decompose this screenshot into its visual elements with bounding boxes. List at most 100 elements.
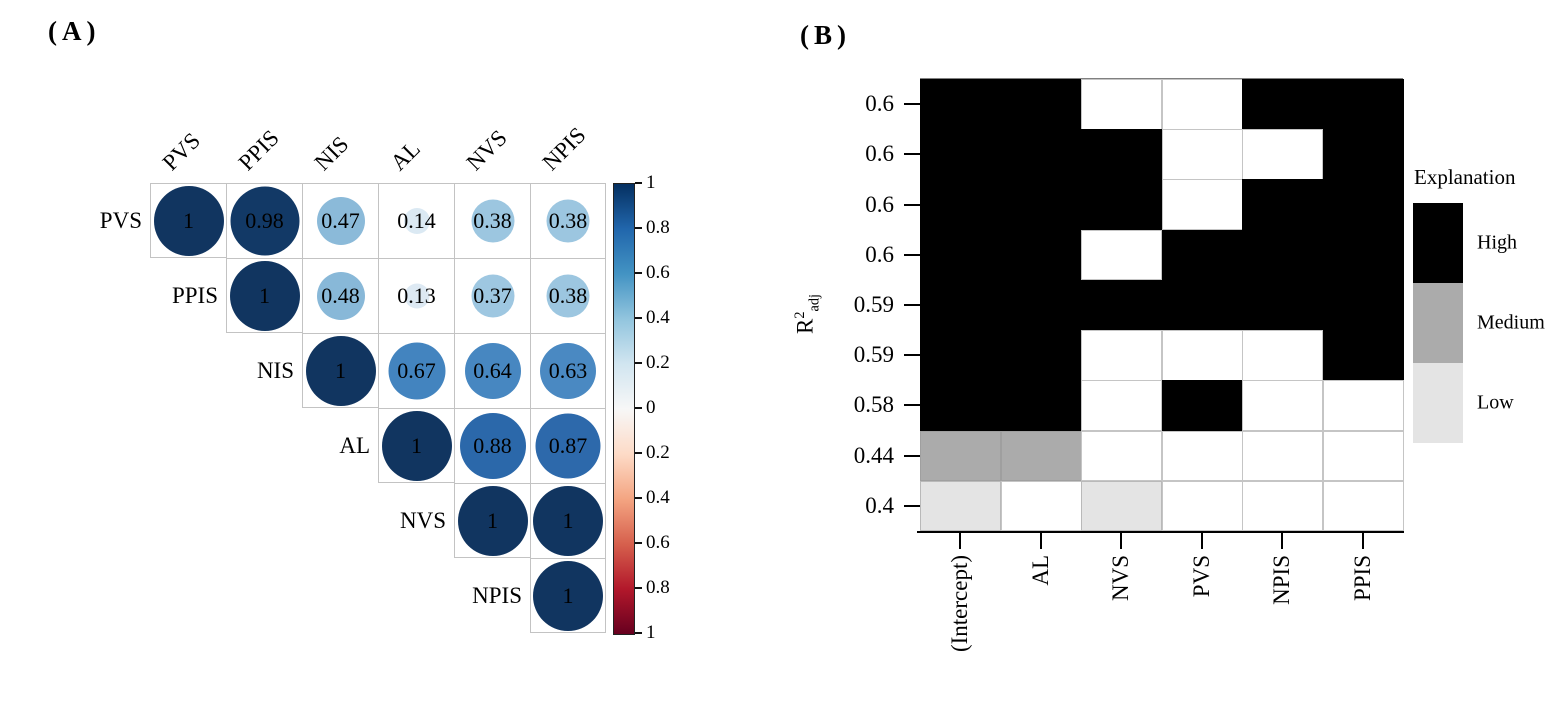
corr-cell-pvs-al: 0.14 xyxy=(378,183,454,258)
colorbar-tick xyxy=(635,587,642,589)
heatmap-cell-8-pvs xyxy=(1161,480,1243,532)
heatmap-cell-2-al xyxy=(1000,179,1082,231)
corr-cell-ppis-ppis: 1 xyxy=(226,258,302,333)
corr-cell-al-nvs: 0.88 xyxy=(454,408,530,483)
y-tick-label: 0.59 xyxy=(853,342,894,368)
heatmap-cell-4-ppis xyxy=(1322,279,1404,331)
corr-circle xyxy=(546,199,590,243)
heatmap-cell-3-npis xyxy=(1242,229,1323,281)
colorbar-gradient xyxy=(613,183,635,635)
corr-cell-pvs-npis: 0.38 xyxy=(530,183,606,258)
corr-value-text: 0.67 xyxy=(397,358,436,383)
heatmap-cell-8-npis xyxy=(1242,480,1323,532)
x-tick xyxy=(1120,533,1123,549)
corr-value-text: 0.14 xyxy=(397,208,436,233)
corr-row-label-ppis: PPIS xyxy=(171,283,218,308)
corr-value-text: 1 xyxy=(183,207,194,233)
heatmap-cell-4-nvs xyxy=(1081,279,1162,331)
x-tick xyxy=(959,533,962,549)
corr-col-label-nis: NIS xyxy=(309,131,354,176)
y-tick xyxy=(904,153,920,156)
legend-label-high: High xyxy=(1477,231,1517,254)
corr-circle xyxy=(316,272,365,320)
panel-b-title: (B) xyxy=(800,20,851,50)
corr-circle xyxy=(471,274,514,318)
corr-value-text: 0.38 xyxy=(548,283,588,308)
corr-value-text: 0.13 xyxy=(397,283,436,308)
heatmap-cell-6-pvs xyxy=(1161,380,1243,432)
colorbar-tick-label: 0.4 xyxy=(646,307,670,328)
heatmap-cell-5-pvs xyxy=(1161,330,1243,381)
corr-value-text: 0.64 xyxy=(473,358,512,383)
y-tick xyxy=(904,454,920,457)
colorbar-tick-label: 0.6 xyxy=(646,532,670,553)
heatmap-cell-6-ppis xyxy=(1322,380,1404,432)
legend-swatch-high xyxy=(1413,203,1463,283)
corr-circle xyxy=(471,199,514,243)
panel-a-title: (A) xyxy=(48,16,101,46)
corr-value-text: 0.88 xyxy=(473,433,512,458)
corr-value-text: 0.87 xyxy=(548,433,588,458)
corr-col-label-al: AL xyxy=(385,135,425,176)
colorbar-tick-label: 0.8 xyxy=(646,577,670,598)
heatmap-cell-5-al xyxy=(1000,330,1082,381)
colorbar-tick xyxy=(635,317,642,319)
heatmap-cell-4-pvs xyxy=(1161,279,1243,331)
corr-value-text: 1 xyxy=(411,432,422,458)
corr-cell-nis-al: 0.67 xyxy=(378,333,454,408)
heatmap-cell-1-npis xyxy=(1242,129,1323,180)
x-label-ppis: PPIS xyxy=(1349,555,1375,602)
corr-cell-ppis-npis: 0.38 xyxy=(530,258,606,333)
corr-row-label-nis: NIS xyxy=(256,358,294,383)
heatmap-cell-2-ppis xyxy=(1322,179,1404,231)
heatmap-cell-3-pvs xyxy=(1161,229,1243,281)
corr-cell-ppis-nis: 0.48 xyxy=(302,258,378,333)
x-tick xyxy=(1039,533,1042,549)
colorbar-tick-label: 0.8 xyxy=(646,217,670,238)
corr-cell-al-npis: 0.87 xyxy=(530,408,606,483)
colorbar-tick xyxy=(635,452,642,454)
colorbar-tick-label: 0.6 xyxy=(646,262,670,283)
heatmap-cell-0-npis xyxy=(1242,79,1323,130)
heatmap-cell-6-al xyxy=(1000,380,1082,432)
corr-circle xyxy=(533,486,603,556)
heatmap-cell-0-ppis xyxy=(1322,79,1404,130)
heatmap-cell-7-nvs xyxy=(1081,430,1162,482)
corr-cell-pvs-pvs: 1 xyxy=(150,183,226,258)
x-label-al: AL xyxy=(1027,555,1053,586)
y-tick xyxy=(904,103,920,106)
heatmap-cell-6-npis xyxy=(1242,380,1323,432)
corr-circle xyxy=(404,283,429,309)
corr-col-label-npis: NPIS xyxy=(537,122,591,176)
heatmap-cell-8-al xyxy=(1000,480,1082,532)
heatmap-cell-7-al xyxy=(1000,430,1082,482)
x-tick xyxy=(1361,533,1364,549)
corr-circle xyxy=(316,197,365,245)
heatmap-cell-1-nvs xyxy=(1081,129,1162,180)
legend-label-low: Low xyxy=(1477,391,1514,414)
heatmap-cell-3-intercept xyxy=(920,229,1001,281)
corr-cell-nis-npis: 0.63 xyxy=(530,333,606,408)
heatmap-cell-5-intercept xyxy=(920,330,1001,381)
corr-row-label-npis: NPIS xyxy=(472,583,522,608)
y-tick-label: 0.6 xyxy=(865,91,894,117)
corr-row-label-al: AL xyxy=(339,433,370,458)
panel-b-y-axis-label: R2adj xyxy=(792,294,823,334)
y-tick xyxy=(904,404,920,407)
corr-circle xyxy=(403,208,430,234)
heatmap-cell-3-nvs xyxy=(1081,229,1162,281)
corr-value-text: 1 xyxy=(562,508,574,533)
corr-value-text: 0.63 xyxy=(548,358,588,383)
y-tick-label: 0.4 xyxy=(865,492,894,518)
y-tick-label: 0.44 xyxy=(853,442,894,468)
corr-value-text: 0.38 xyxy=(473,208,512,233)
corr-value-text: 1 xyxy=(335,357,346,383)
heatmap-cell-1-pvs xyxy=(1161,129,1243,180)
x-label-npis: NPIS xyxy=(1269,555,1295,605)
y-tick-label: 0.6 xyxy=(865,191,894,217)
colorbar-tick-label: 0.4 xyxy=(646,487,670,508)
corr-circle xyxy=(535,413,601,479)
corr-value-text: 1 xyxy=(562,582,574,608)
colorbar-tick xyxy=(635,272,642,274)
